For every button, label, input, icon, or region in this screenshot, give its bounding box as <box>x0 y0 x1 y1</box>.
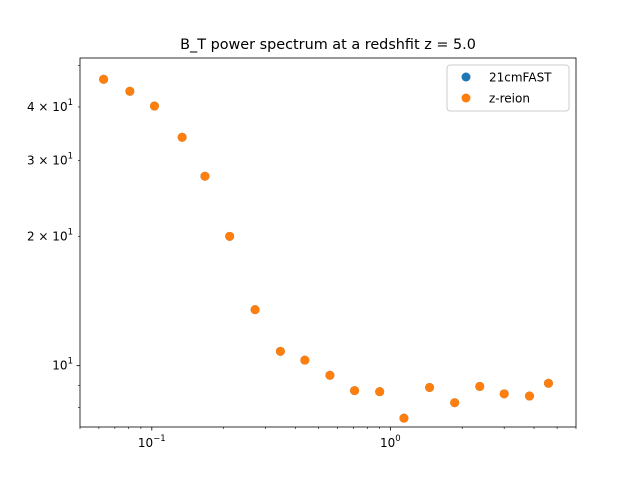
data-points <box>99 74 553 423</box>
data-point <box>275 346 285 356</box>
data-point <box>177 132 187 142</box>
data-point <box>200 171 210 181</box>
data-point <box>475 381 485 391</box>
data-point <box>325 370 335 380</box>
data-point <box>375 387 385 397</box>
legend-marker <box>461 93 471 103</box>
y-tick-label: 101 <box>52 357 73 373</box>
data-point <box>399 413 409 423</box>
legend-label: 21cmFAST <box>489 71 552 85</box>
chart-title: B_T power spectrum at a redshfit z = 5.0 <box>180 37 476 53</box>
data-point <box>350 386 360 396</box>
data-point <box>99 74 109 84</box>
x-tick-label: 100 <box>380 434 401 450</box>
data-point <box>125 86 135 96</box>
data-point <box>225 231 235 241</box>
data-point <box>524 391 534 401</box>
y-tick-label: 4 × 101 <box>27 98 73 114</box>
data-point <box>149 101 159 111</box>
y-tick-label: 3 × 101 <box>27 152 73 168</box>
legend-marker <box>461 72 471 82</box>
x-tick-label: 10−1 <box>138 434 166 450</box>
data-point <box>450 398 460 408</box>
legend: 21cmFAST z-reion <box>446 64 570 112</box>
legend-box <box>446 64 570 112</box>
data-point <box>499 389 509 399</box>
data-point <box>425 382 435 392</box>
x-axis: 10−1 100 <box>79 427 577 450</box>
y-tick-label: 2 × 101 <box>27 227 73 243</box>
series-z-reion <box>99 74 553 423</box>
plot-frame <box>79 57 577 428</box>
y-axis: 101 2 × 101 3 × 101 4 × 101 <box>27 65 80 408</box>
data-point <box>543 378 553 388</box>
data-point <box>300 355 310 365</box>
data-point <box>250 305 260 315</box>
legend-label: z-reion <box>489 92 530 106</box>
